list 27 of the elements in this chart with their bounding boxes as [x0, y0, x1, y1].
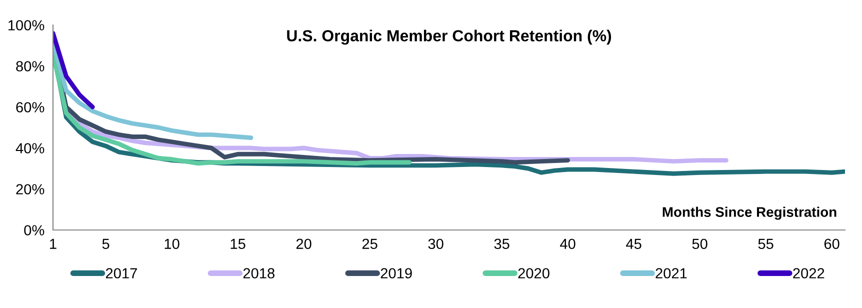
- legend-label: 2022: [793, 268, 824, 278]
- y-tick-label: 40%: [16, 143, 44, 154]
- y-tick-label: 0%: [24, 225, 44, 236]
- x-tick-label: 25: [362, 238, 378, 250]
- legend-label: 2019: [380, 268, 412, 278]
- x-tick-label: 60: [824, 238, 840, 250]
- y-tick-label: 20%: [16, 184, 44, 194]
- y-tick-label: 80%: [16, 61, 44, 72]
- legend-label: 2020: [518, 268, 550, 278]
- x-tick-label: 50: [692, 238, 708, 250]
- x-tick-label: 30: [428, 238, 444, 250]
- y-tick-label: 60%: [16, 102, 44, 112]
- x-tick-label: 10: [164, 238, 180, 250]
- x-tick-label: 35: [494, 238, 510, 250]
- chart-title: U.S. Organic Member Cohort Retention (%): [287, 30, 612, 45]
- y-tick-label: 100%: [8, 20, 44, 30]
- x-tick-label: 20: [296, 238, 312, 250]
- x-tick-label: 15: [230, 238, 246, 250]
- x-tick-label: 55: [758, 238, 774, 250]
- legend-label: 2017: [106, 268, 137, 278]
- legend-label: 2021: [656, 268, 687, 278]
- x-tick-label: 45: [626, 238, 642, 250]
- x-tick-label: 1: [50, 238, 56, 249]
- legend-label: 2018: [243, 268, 274, 278]
- x-tick-label: 40: [560, 238, 576, 250]
- x-axis-title: Months Since Registration: [662, 206, 836, 220]
- x-tick-label: 5: [102, 238, 110, 250]
